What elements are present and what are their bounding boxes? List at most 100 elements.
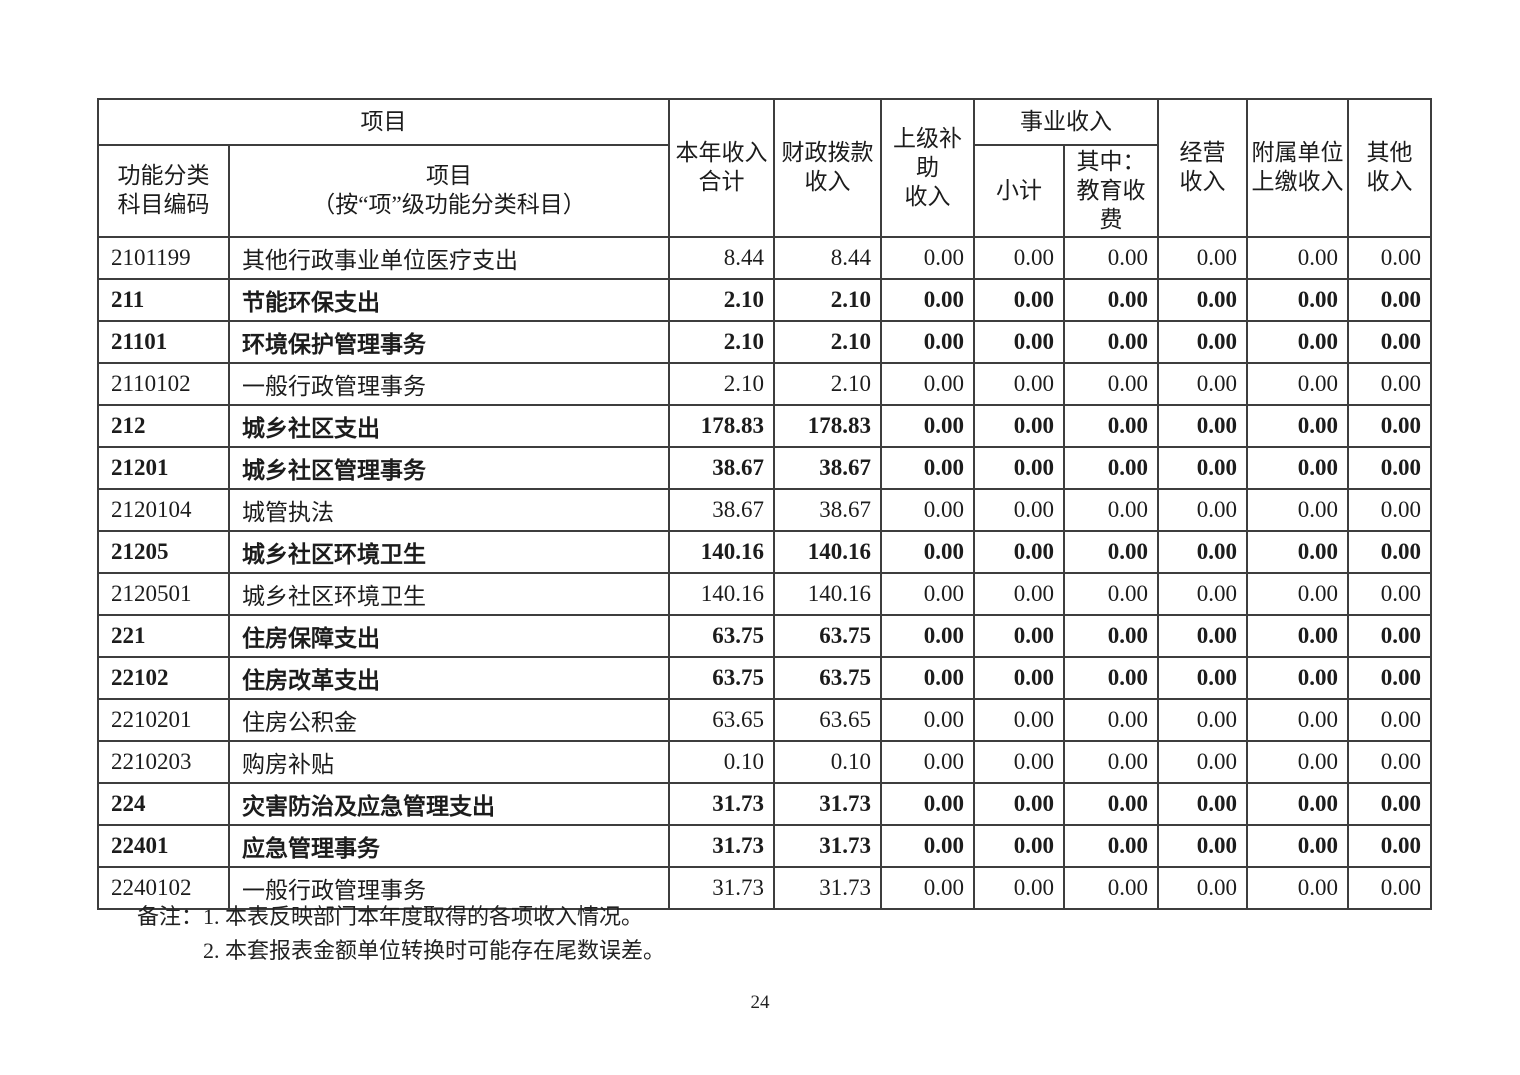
table-row: 2120501 城乡社区环境卫生 140.16 140.16 0.00 0.00… <box>97 572 1432 617</box>
table-row: 211 节能环保支出 2.10 2.10 0.00 0.00 0.00 0.00… <box>97 278 1432 323</box>
row-operating-cell: 0.00 <box>1157 320 1248 365</box>
table-row: 2110102 一般行政管理事务 2.10 2.10 0.00 0.00 0.0… <box>97 362 1432 407</box>
row-other-cell: 0.00 <box>1347 446 1432 491</box>
row-affiliated-cell: 0.00 <box>1246 866 1349 911</box>
row-superior-cell: 0.00 <box>880 488 975 533</box>
row-fiscal-cell: 140.16 <box>773 530 882 575</box>
row-other-cell: 0.00 <box>1347 656 1432 701</box>
row-operating-cell: 0.00 <box>1157 530 1248 575</box>
row-superior-cell: 0.00 <box>880 278 975 323</box>
header-operating-income: 经营 收入 <box>1157 97 1248 239</box>
row-code-cell: 21205 <box>97 530 230 575</box>
row-subtotal-cell: 0.00 <box>973 782 1065 827</box>
row-code-cell: 2210201 <box>97 698 230 743</box>
header-education-fee: 其中： 教育收费 <box>1063 143 1159 239</box>
header-item-sub: 项目 （按“项”级功能分类科目） <box>228 143 670 239</box>
row-name-cell: 城管执法 <box>228 488 670 533</box>
row-total-cell: 178.83 <box>668 404 775 449</box>
row-fiscal-cell: 2.10 <box>773 362 882 407</box>
row-name-cell: 住房保障支出 <box>228 614 670 659</box>
row-other-cell: 0.00 <box>1347 614 1432 659</box>
row-education-cell: 0.00 <box>1063 572 1159 617</box>
row-code-cell: 2101199 <box>97 236 230 281</box>
header-affiliated-income: 附属单位 上缴收入 <box>1246 97 1349 239</box>
row-education-cell: 0.00 <box>1063 404 1159 449</box>
row-other-cell: 0.00 <box>1347 698 1432 743</box>
row-subtotal-cell: 0.00 <box>973 614 1065 659</box>
row-affiliated-cell: 0.00 <box>1246 278 1349 323</box>
row-superior-cell: 0.00 <box>880 572 975 617</box>
row-fiscal-cell: 31.73 <box>773 824 882 869</box>
row-education-cell: 0.00 <box>1063 488 1159 533</box>
row-name-cell: 应急管理事务 <box>228 824 670 869</box>
row-subtotal-cell: 0.00 <box>973 320 1065 365</box>
row-operating-cell: 0.00 <box>1157 782 1248 827</box>
row-total-cell: 38.67 <box>668 488 775 533</box>
table-row: 224 灾害防治及应急管理支出 31.73 31.73 0.00 0.00 0.… <box>97 782 1432 827</box>
row-operating-cell: 0.00 <box>1157 698 1248 743</box>
row-other-cell: 0.00 <box>1347 488 1432 533</box>
row-name-cell: 住房公积金 <box>228 698 670 743</box>
row-total-cell: 63.65 <box>668 698 775 743</box>
row-code-cell: 22401 <box>97 824 230 869</box>
row-subtotal-cell: 0.00 <box>973 824 1065 869</box>
row-education-cell: 0.00 <box>1063 236 1159 281</box>
row-fiscal-cell: 8.44 <box>773 236 882 281</box>
row-operating-cell: 0.00 <box>1157 656 1248 701</box>
header-business-income-group: 事业收入 <box>973 98 1159 146</box>
row-superior-cell: 0.00 <box>880 320 975 365</box>
row-subtotal-cell: 0.00 <box>973 362 1065 407</box>
row-superior-cell: 0.00 <box>880 698 975 743</box>
table-row: 22102 住房改革支出 63.75 63.75 0.00 0.00 0.00 … <box>97 656 1432 701</box>
row-operating-cell: 0.00 <box>1157 278 1248 323</box>
row-affiliated-cell: 0.00 <box>1246 530 1349 575</box>
row-subtotal-cell: 0.00 <box>973 866 1065 911</box>
row-other-cell: 0.00 <box>1347 824 1432 869</box>
row-affiliated-cell: 0.00 <box>1246 656 1349 701</box>
row-code-cell: 21201 <box>97 446 230 491</box>
row-other-cell: 0.00 <box>1347 278 1432 323</box>
row-code-cell: 2210203 <box>97 740 230 785</box>
row-total-cell: 38.67 <box>668 446 775 491</box>
row-affiliated-cell: 0.00 <box>1246 362 1349 407</box>
row-code-cell: 2120501 <box>97 572 230 617</box>
row-total-cell: 2.10 <box>668 320 775 365</box>
row-affiliated-cell: 0.00 <box>1246 320 1349 365</box>
row-operating-cell: 0.00 <box>1157 614 1248 659</box>
row-superior-cell: 0.00 <box>880 782 975 827</box>
table-body: 2101199 其他行政事业单位医疗支出 8.44 8.44 0.00 0.00… <box>97 236 1432 911</box>
row-affiliated-cell: 0.00 <box>1246 404 1349 449</box>
row-affiliated-cell: 0.00 <box>1246 236 1349 281</box>
row-education-cell: 0.00 <box>1063 740 1159 785</box>
row-education-cell: 0.00 <box>1063 656 1159 701</box>
row-education-cell: 0.00 <box>1063 446 1159 491</box>
row-superior-cell: 0.00 <box>880 614 975 659</box>
table-row: 2101199 其他行政事业单位医疗支出 8.44 8.44 0.00 0.00… <box>97 236 1432 281</box>
row-fiscal-cell: 2.10 <box>773 320 882 365</box>
row-other-cell: 0.00 <box>1347 530 1432 575</box>
row-operating-cell: 0.00 <box>1157 572 1248 617</box>
row-subtotal-cell: 0.00 <box>973 488 1065 533</box>
row-superior-cell: 0.00 <box>880 740 975 785</box>
row-code-cell: 2240102 <box>97 866 230 911</box>
row-operating-cell: 0.00 <box>1157 824 1248 869</box>
row-total-cell: 31.73 <box>668 866 775 911</box>
row-code-cell: 221 <box>97 614 230 659</box>
row-education-cell: 0.00 <box>1063 698 1159 743</box>
row-fiscal-cell: 2.10 <box>773 278 882 323</box>
row-affiliated-cell: 0.00 <box>1246 740 1349 785</box>
row-fiscal-cell: 31.73 <box>773 866 882 911</box>
row-other-cell: 0.00 <box>1347 782 1432 827</box>
row-total-cell: 140.16 <box>668 572 775 617</box>
row-code-cell: 224 <box>97 782 230 827</box>
row-fiscal-cell: 38.67 <box>773 446 882 491</box>
row-subtotal-cell: 0.00 <box>973 698 1065 743</box>
header-other-income: 其他 收入 <box>1347 97 1432 239</box>
row-superior-cell: 0.00 <box>880 656 975 701</box>
row-total-cell: 63.75 <box>668 614 775 659</box>
row-name-cell: 一般行政管理事务 <box>228 866 670 911</box>
header-function-code: 功能分类 科目编码 <box>97 143 230 239</box>
row-other-cell: 0.00 <box>1347 362 1432 407</box>
row-fiscal-cell: 140.16 <box>773 572 882 617</box>
